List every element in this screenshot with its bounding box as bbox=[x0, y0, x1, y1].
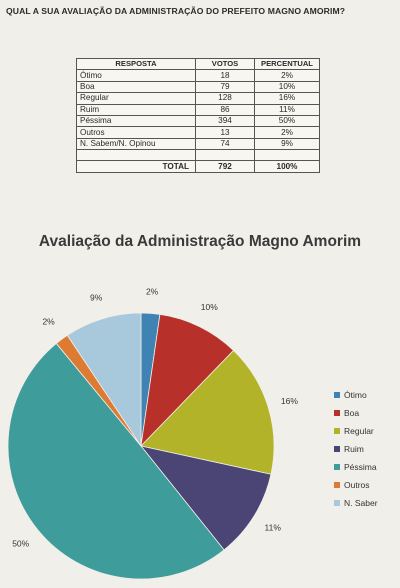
legend-swatch bbox=[334, 500, 340, 506]
pie-slice-ruim bbox=[139, 445, 272, 551]
data-label-outros: 2% bbox=[42, 317, 55, 327]
legend-label: Boa bbox=[344, 408, 360, 418]
data-label-pessima: 50% bbox=[12, 539, 29, 549]
legend-item-boa: Boa bbox=[334, 404, 378, 422]
legend-swatch bbox=[334, 410, 340, 416]
data-label-boa: 10% bbox=[201, 302, 218, 312]
table-row: Ruim 86 11% bbox=[76, 103, 320, 116]
pie-slices bbox=[7, 312, 275, 580]
pie-slice-n-saber bbox=[66, 312, 142, 448]
data-label-regular: 16% bbox=[281, 396, 298, 406]
chart-legend: Ótimo Boa Regular Ruim Péssima Outros N. Saber bbox=[334, 386, 378, 512]
legend-swatch bbox=[334, 446, 340, 452]
legend-swatch bbox=[334, 392, 340, 398]
legend-item-ruim: Ruim bbox=[334, 440, 378, 458]
legend-label: Ótimo bbox=[344, 390, 367, 400]
row-label: N. Sabem/N. Opinou bbox=[76, 137, 196, 151]
total-percent: 100% bbox=[254, 160, 320, 174]
legend-item-otimo: Ótimo bbox=[334, 386, 378, 404]
pie-slice-regular bbox=[140, 349, 275, 475]
table-row: N. Sabem/N. Opinou 74 9% bbox=[76, 137, 320, 151]
table-row: Boa 79 10% bbox=[76, 80, 320, 94]
table-header-row: RESPOSTA VOTOS PERCENTUAL bbox=[76, 57, 320, 71]
legend-swatch bbox=[334, 482, 340, 488]
pie-slice-pessima bbox=[7, 342, 225, 580]
legend-label: Regular bbox=[344, 426, 374, 436]
table-total-row: TOTAL 792 100% bbox=[76, 160, 320, 174]
legend-label: N. Saber bbox=[344, 498, 378, 508]
legend-item-n-saber: N. Saber bbox=[334, 494, 378, 512]
legend-label: Péssima bbox=[344, 462, 377, 472]
pie-data-labels: 2% 10% 16% 11% 50% 2% 9% bbox=[12, 286, 298, 548]
row-percent: 9% bbox=[254, 137, 320, 151]
data-label-ruim: 11% bbox=[265, 523, 282, 533]
legend-item-pessima: Péssima bbox=[334, 458, 378, 476]
total-label: TOTAL bbox=[76, 160, 196, 174]
results-table: RESPOSTA VOTOS PERCENTUAL Ótimo 18 2% Bo… bbox=[76, 57, 320, 174]
legend-swatch bbox=[334, 428, 340, 434]
legend-swatch bbox=[334, 464, 340, 470]
chart-title: Avaliação da Administração Magno Amorim bbox=[38, 233, 362, 250]
table-row: Péssima 394 50% bbox=[76, 114, 320, 128]
survey-question: QUAL A SUA AVALIAÇÃO DA ADMINISTRAÇÃO DO… bbox=[6, 6, 346, 16]
legend-label: Ruim bbox=[344, 444, 364, 454]
legend-label: Outros bbox=[344, 480, 370, 490]
data-label-otimo: 2% bbox=[146, 286, 159, 296]
legend-item-outros: Outros bbox=[334, 476, 378, 494]
pie-slice-boa bbox=[140, 313, 235, 448]
legend-item-regular: Regular bbox=[334, 422, 378, 440]
data-label-n-saber: 9% bbox=[90, 293, 103, 303]
